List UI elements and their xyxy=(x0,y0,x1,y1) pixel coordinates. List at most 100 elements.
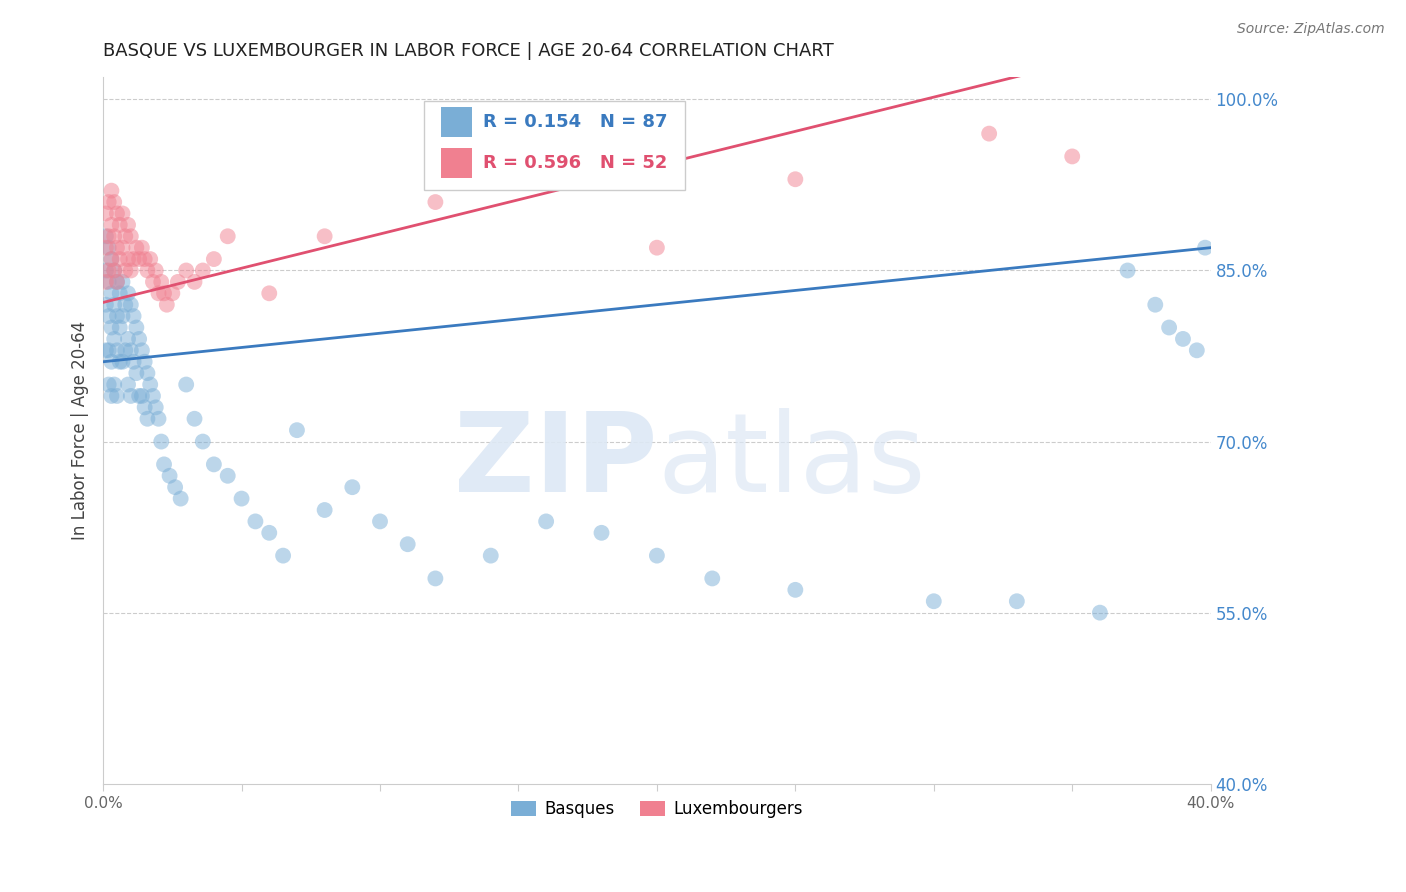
Point xyxy=(120,298,142,312)
Point xyxy=(191,263,214,277)
Point xyxy=(117,377,139,392)
Point xyxy=(142,275,165,289)
Point xyxy=(100,252,122,266)
Point xyxy=(145,401,167,415)
Point xyxy=(134,252,156,266)
Point xyxy=(94,298,117,312)
FancyBboxPatch shape xyxy=(441,148,472,178)
Point xyxy=(97,275,120,289)
Point xyxy=(100,355,122,369)
Point xyxy=(97,241,120,255)
Point xyxy=(165,480,187,494)
Point xyxy=(245,515,267,529)
Point xyxy=(202,458,225,472)
Point xyxy=(156,298,179,312)
Text: ZIP: ZIP xyxy=(454,408,657,515)
Point xyxy=(145,263,167,277)
Point xyxy=(150,434,173,449)
Point xyxy=(111,355,134,369)
Point xyxy=(134,355,156,369)
Point xyxy=(128,252,150,266)
Point xyxy=(97,377,120,392)
Point xyxy=(259,525,281,540)
Point xyxy=(94,343,117,358)
Text: atlas: atlas xyxy=(657,408,925,515)
Point xyxy=(202,252,225,266)
Point xyxy=(94,206,117,220)
Point xyxy=(479,549,502,563)
Point xyxy=(174,377,197,392)
Point xyxy=(645,241,668,255)
Point xyxy=(1194,241,1216,255)
Point xyxy=(534,515,557,529)
Point xyxy=(136,366,159,380)
Point xyxy=(111,309,134,323)
Point xyxy=(139,377,162,392)
Point xyxy=(97,343,120,358)
Legend: Basques, Luxembourgers: Basques, Luxembourgers xyxy=(505,794,810,825)
Point xyxy=(191,434,214,449)
Point xyxy=(105,275,128,289)
Point xyxy=(108,252,131,266)
Point xyxy=(120,263,142,277)
Point xyxy=(120,343,142,358)
Point xyxy=(103,298,125,312)
Point xyxy=(108,355,131,369)
Point xyxy=(702,571,724,585)
Text: R = 0.596   N = 52: R = 0.596 N = 52 xyxy=(484,153,668,171)
Point xyxy=(139,252,162,266)
Point xyxy=(150,275,173,289)
Point xyxy=(120,229,142,244)
Point xyxy=(100,320,122,334)
Point xyxy=(114,343,136,358)
Point xyxy=(105,241,128,255)
Point xyxy=(117,218,139,232)
Point xyxy=(183,275,205,289)
Point xyxy=(125,366,148,380)
Point xyxy=(100,286,122,301)
Point xyxy=(785,172,807,186)
Point xyxy=(1088,606,1111,620)
Point xyxy=(259,286,281,301)
Point xyxy=(314,229,336,244)
Point xyxy=(100,184,122,198)
FancyBboxPatch shape xyxy=(425,102,685,190)
Point xyxy=(396,537,419,551)
Point xyxy=(183,411,205,425)
Point xyxy=(122,252,145,266)
Point xyxy=(142,389,165,403)
Y-axis label: In Labor Force | Age 20-64: In Labor Force | Age 20-64 xyxy=(72,320,89,540)
Point xyxy=(368,515,391,529)
Point xyxy=(785,582,807,597)
Point xyxy=(117,332,139,346)
Point xyxy=(134,401,156,415)
Text: BASQUE VS LUXEMBOURGER IN LABOR FORCE | AGE 20-64 CORRELATION CHART: BASQUE VS LUXEMBOURGER IN LABOR FORCE | … xyxy=(103,42,834,60)
Point xyxy=(153,458,176,472)
Point xyxy=(162,286,184,301)
Point xyxy=(94,229,117,244)
Point xyxy=(108,320,131,334)
Point xyxy=(1144,298,1167,312)
Point xyxy=(111,206,134,220)
Point xyxy=(103,263,125,277)
Point xyxy=(314,503,336,517)
Point xyxy=(105,275,128,289)
Point xyxy=(645,549,668,563)
Point xyxy=(1005,594,1028,608)
Point xyxy=(1116,263,1139,277)
Point xyxy=(97,263,120,277)
Point xyxy=(1171,332,1194,346)
Point xyxy=(100,252,122,266)
Point xyxy=(591,525,613,540)
Point xyxy=(108,286,131,301)
Point xyxy=(120,389,142,403)
Point xyxy=(105,206,128,220)
Point xyxy=(94,241,117,255)
Point xyxy=(117,286,139,301)
Point xyxy=(342,480,364,494)
Point xyxy=(174,263,197,277)
Point xyxy=(1062,149,1084,163)
Point xyxy=(97,309,120,323)
Point xyxy=(100,218,122,232)
Point xyxy=(131,343,153,358)
